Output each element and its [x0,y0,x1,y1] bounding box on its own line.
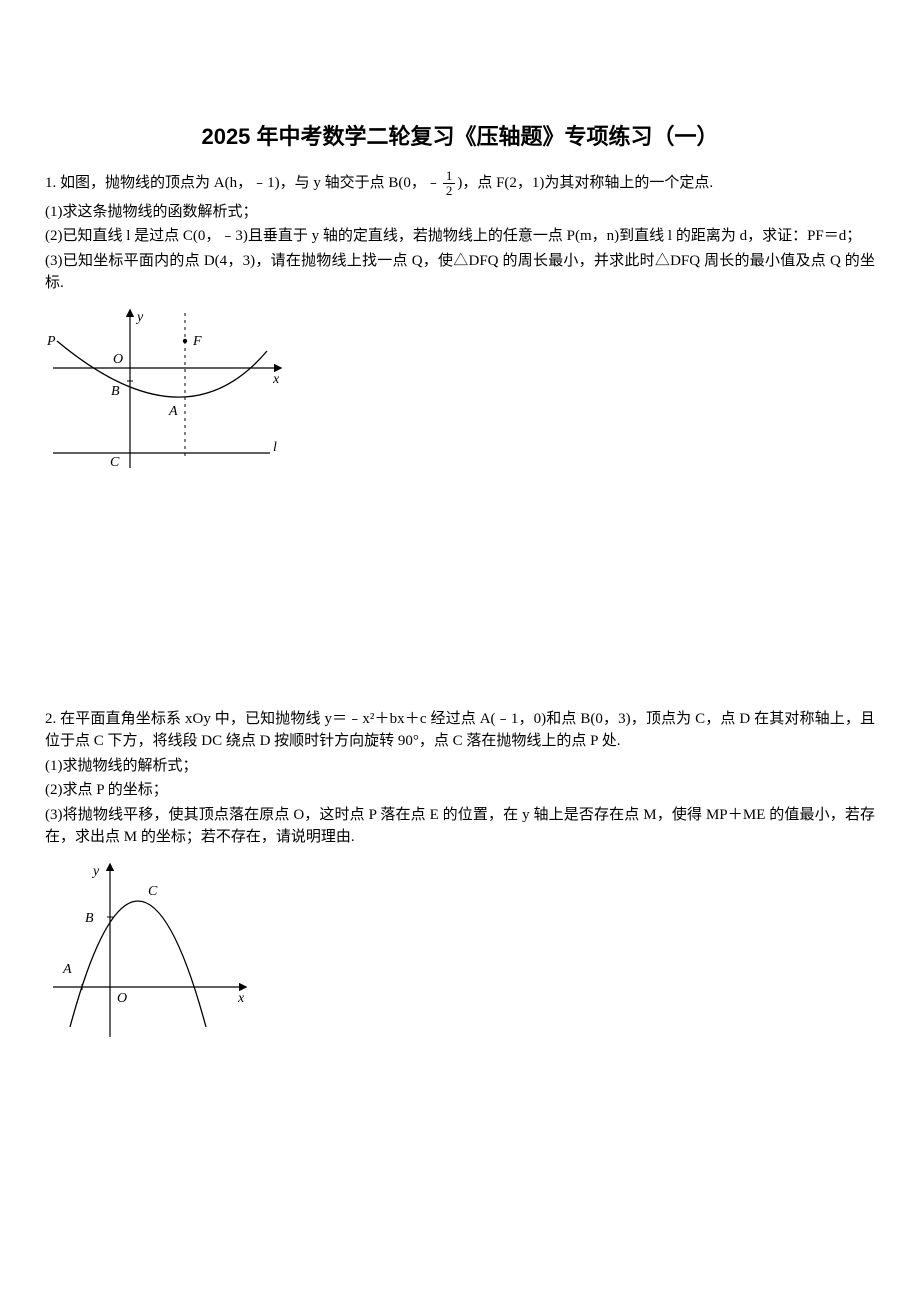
p1-sub2: (2)已知直线 l 是过点 C(0，﹣3)且垂直于 y 轴的定直线，若抛物线上的… [45,225,875,248]
fig1-label-F: F [192,334,202,349]
fig1-label-O: O [113,352,123,367]
problem-2: 2. 在平面直角坐标系 xOy 中，已知抛物线 y＝﹣x²＋bx＋c 经过点 A… [45,708,875,1047]
figure-2: y x C B A O [45,857,875,1047]
fig2-label-B: B [85,911,94,926]
fig1-label-y: y [135,310,144,325]
problem-1: 1. 如图，抛物线的顶点为 A(h，﹣1)，与 y 轴交于点 B(0，﹣12)，… [45,169,875,478]
fig1-label-A: A [168,404,178,419]
frac-num: 1 [443,169,456,184]
fig1-label-C: C [110,455,120,470]
page-title: 2025 年中考数学二轮复习《压轴题》专项练习（一） [45,120,875,153]
fig1-label-B: B [111,384,120,399]
p2-sub3: (3)将抛物线平移，使其顶点落在原点 O，这时点 P 落在点 E 的位置，在 y… [45,804,875,849]
p1-line1: 1. 如图，抛物线的顶点为 A(h，﹣1)，与 y 轴交于点 B(0，﹣12)，… [45,169,875,199]
fraction-half: 12 [443,169,456,199]
fig2-label-O: O [117,991,127,1006]
p1-line1a: 1. 如图，抛物线的顶点为 A(h，﹣1)，与 y 轴交于点 B(0，﹣ [45,175,441,191]
figure-1: y x P F O B A C l [45,303,875,478]
p2-sub1: (1)求抛物线的解析式； [45,755,875,778]
fig2-label-y: y [91,864,100,879]
fig1-label-x: x [272,372,280,387]
fig2-label-x: x [237,991,245,1006]
p2-sub2: (2)求点 P 的坐标； [45,779,875,802]
fig1-label-P: P [46,334,56,349]
fig2-label-C: C [148,884,158,899]
p2-line1: 2. 在平面直角坐标系 xOy 中，已知抛物线 y＝﹣x²＋bx＋c 经过点 A… [45,708,875,753]
p1-sub3: (3)已知坐标平面内的点 D(4，3)，请在抛物线上找一点 Q，使△DFQ 的周… [45,250,875,295]
p1-sub1: (1)求这条抛物线的函数解析式； [45,201,875,224]
p1-line1b: )，点 F(2，1)为其对称轴上的一个定点. [457,175,713,191]
frac-den: 2 [443,184,456,198]
spacing-gap [45,488,875,708]
fig1-label-l: l [273,440,277,455]
fig2-label-A: A [62,962,72,977]
